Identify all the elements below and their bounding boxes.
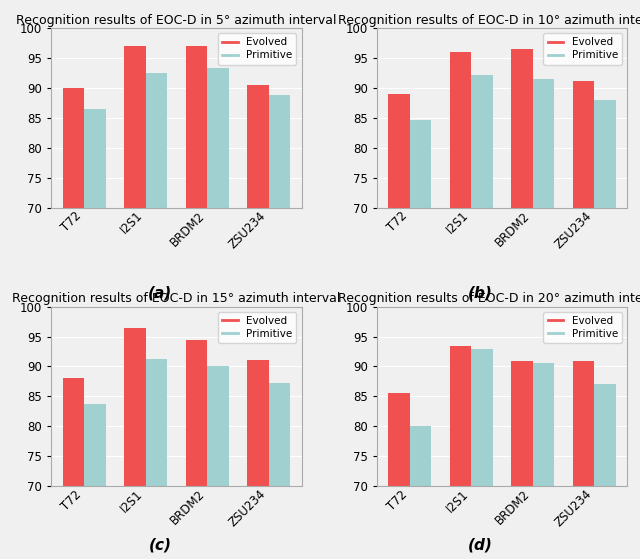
Bar bbox=[146, 73, 167, 559]
Text: (b): (b) bbox=[468, 286, 492, 301]
Bar bbox=[410, 427, 431, 559]
Bar bbox=[450, 52, 471, 559]
Bar bbox=[511, 361, 532, 559]
Bar bbox=[388, 94, 410, 559]
Legend: Evolved, Primitive: Evolved, Primitive bbox=[543, 33, 622, 65]
Bar bbox=[63, 88, 84, 559]
Legend: Evolved, Primitive: Evolved, Primitive bbox=[543, 312, 622, 343]
Bar bbox=[269, 383, 291, 559]
Bar bbox=[84, 109, 106, 559]
Bar bbox=[471, 348, 493, 559]
Bar bbox=[471, 75, 493, 559]
Bar bbox=[595, 385, 616, 559]
Bar bbox=[595, 100, 616, 559]
Bar bbox=[207, 366, 228, 559]
Title: Recognition results of EOC-D in 15° azimuth interval: Recognition results of EOC-D in 15° azim… bbox=[12, 292, 340, 305]
Bar bbox=[124, 46, 146, 559]
Bar bbox=[63, 378, 84, 559]
Bar bbox=[247, 85, 269, 559]
Bar bbox=[450, 345, 471, 559]
Text: (a): (a) bbox=[148, 286, 172, 301]
Bar bbox=[247, 360, 269, 559]
Bar bbox=[388, 394, 410, 559]
Bar bbox=[410, 120, 431, 559]
Title: Recognition results of EOC-D in 5° azimuth interval: Recognition results of EOC-D in 5° azimu… bbox=[16, 14, 337, 27]
Legend: Evolved, Primitive: Evolved, Primitive bbox=[218, 312, 296, 343]
Bar bbox=[84, 404, 106, 559]
Bar bbox=[186, 46, 207, 559]
Text: (c): (c) bbox=[148, 538, 172, 552]
Bar bbox=[573, 80, 595, 559]
Bar bbox=[511, 49, 532, 559]
Bar bbox=[124, 328, 146, 559]
Text: (d): (d) bbox=[468, 538, 492, 552]
Bar bbox=[186, 339, 207, 559]
Legend: Evolved, Primitive: Evolved, Primitive bbox=[218, 33, 296, 65]
Bar bbox=[269, 95, 291, 559]
Bar bbox=[207, 68, 228, 559]
Bar bbox=[532, 363, 554, 559]
Title: Recognition results of EOC-D in 10° azimuth interval: Recognition results of EOC-D in 10° azim… bbox=[338, 14, 640, 27]
Bar bbox=[532, 79, 554, 559]
Bar bbox=[573, 361, 595, 559]
Title: Recognition results of EOC-D in 20° azimuth interval: Recognition results of EOC-D in 20° azim… bbox=[338, 292, 640, 305]
Bar bbox=[146, 359, 167, 559]
